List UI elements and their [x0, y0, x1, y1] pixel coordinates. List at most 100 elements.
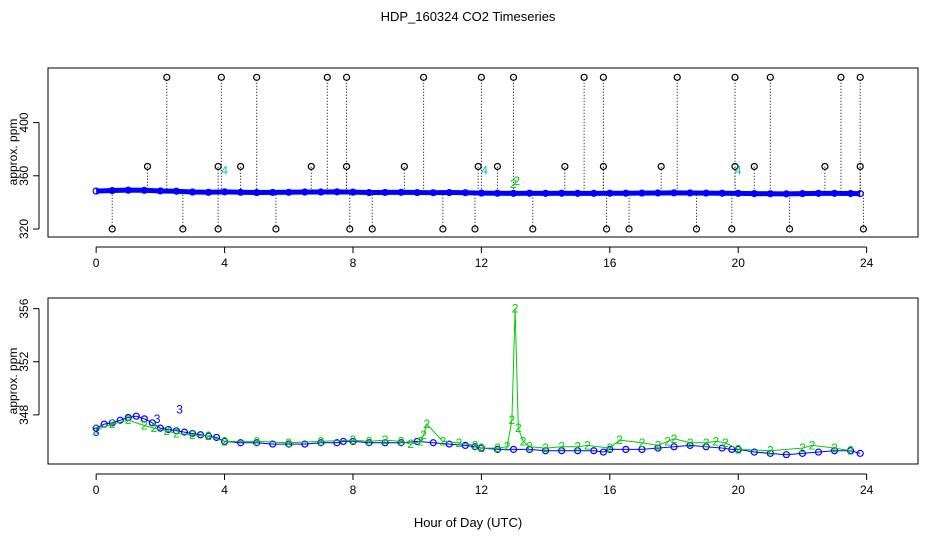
data-point: [140, 186, 148, 194]
data-point: [599, 162, 607, 171]
x-tick-label: 12: [475, 256, 489, 270]
data-point: [339, 437, 347, 446]
data-point: [342, 73, 351, 81]
top-y-axis-label: approx. ppm: [6, 119, 20, 186]
data-point: [381, 188, 389, 197]
data-point: [731, 73, 739, 81]
data-point: [493, 445, 502, 453]
data-point: [702, 443, 710, 451]
data-point: [342, 162, 351, 171]
data-point: [859, 225, 868, 233]
data-point-glyph: 2: [382, 433, 389, 447]
data-point-glyph: 2: [703, 436, 710, 450]
data-point: [782, 190, 790, 198]
data-point-glyph: 3: [154, 412, 161, 426]
y-tick-label: 348: [17, 405, 31, 425]
data-point: [638, 445, 646, 453]
data-point: [368, 225, 376, 233]
data-point: [92, 187, 100, 195]
top-plot-frame: [47, 67, 919, 238]
data-point: [301, 188, 309, 196]
data-point: [214, 225, 222, 233]
x-tick-label: 12: [475, 483, 489, 497]
data-point-glyph: 2: [420, 428, 427, 442]
data-point: [602, 225, 611, 233]
data-point-glyph: 4: [735, 163, 742, 177]
x-tick-label: 4: [221, 483, 228, 497]
data-point: [558, 447, 566, 455]
data-point: [606, 445, 614, 453]
data-point-glyph: 2: [767, 444, 774, 458]
data-point: [821, 162, 829, 171]
data-point: [323, 73, 331, 81]
data-point-glyph: 2: [423, 417, 430, 431]
data-point: [638, 189, 646, 197]
data-point: [525, 189, 534, 197]
data-point: [509, 189, 518, 197]
data-point: [429, 439, 437, 447]
data-point: [204, 188, 213, 196]
x-axis-label: Hour of Day (UTC): [413, 515, 523, 530]
data-point: [188, 188, 197, 196]
data-point: [622, 189, 630, 197]
y-tick-label: 356: [17, 298, 31, 318]
data-point: [837, 73, 845, 81]
data-point: [333, 188, 341, 196]
data-point: [439, 225, 447, 233]
data-point: [346, 225, 354, 233]
data-point-glyph: 2: [151, 421, 158, 435]
data-point: [237, 162, 245, 171]
data-point: [124, 186, 132, 194]
data-point: [253, 188, 261, 197]
data-point-glyph: 2: [831, 441, 838, 455]
data-point: [172, 187, 181, 195]
data-point-glyph: 2: [350, 433, 357, 447]
data-point: [542, 189, 550, 197]
data-point: [108, 419, 116, 427]
data-point: [461, 189, 469, 197]
data-point: [654, 189, 662, 197]
data-point: [461, 441, 469, 450]
data-point-glyph: 2: [141, 418, 148, 432]
data-point: [349, 437, 357, 446]
x-tick-label: 16: [603, 483, 617, 497]
data-point-glyph: 2: [526, 440, 533, 454]
data-point: [217, 73, 225, 81]
data-point: [814, 448, 823, 456]
data-point: [269, 440, 277, 448]
series-line: [95, 308, 851, 452]
x-tick-label: 4: [221, 256, 228, 270]
data-point: [420, 73, 428, 81]
data-point-glyph: 2: [285, 436, 292, 450]
data-point-glyph: 2: [472, 438, 479, 452]
bottom-y-axis-label: approx. ppm: [6, 348, 20, 415]
data-point: [285, 440, 293, 448]
x-tick-label: 8: [350, 483, 357, 497]
data-point: [599, 448, 607, 456]
data-point-glyph: 2: [520, 434, 527, 448]
x-tick-label: 20: [732, 256, 746, 270]
data-point-glyph: 2: [542, 441, 549, 455]
x-tick-label: 0: [93, 483, 100, 497]
data-point: [148, 419, 156, 427]
bottom-plot-frame: [47, 297, 919, 465]
data-point: [580, 73, 588, 81]
data-point-glyph: 2: [687, 436, 694, 450]
data-point: [132, 412, 140, 420]
data-point: [657, 162, 665, 171]
series-band: [96, 187, 861, 197]
series-line: [95, 415, 861, 456]
data-point-glyph: 4: [481, 163, 488, 177]
top-plot-marks: 4 4 422: [92, 73, 868, 233]
data-point: [718, 444, 726, 452]
data-point: [220, 188, 229, 196]
data-point: [237, 188, 245, 196]
data-point: [798, 190, 807, 198]
data-point: [397, 188, 405, 196]
x-tick-label: 24: [860, 256, 874, 270]
data-point: [474, 162, 482, 171]
data-point-glyph: 2: [512, 302, 519, 316]
data-point: [188, 429, 197, 438]
